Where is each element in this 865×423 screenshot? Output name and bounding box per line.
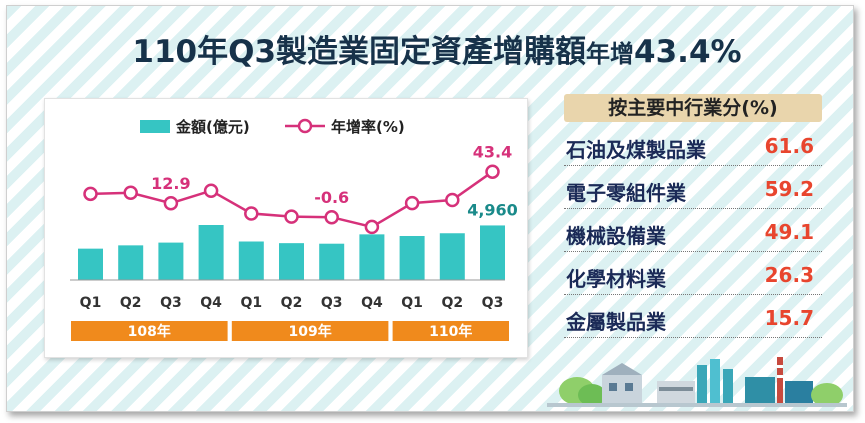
x-tick-label: Q1 [80,295,102,311]
bar [399,236,425,280]
line-point [284,209,299,224]
industry-table: 按主要中行業分(%) 石油及煤製品業 61.6 電子零組件業 59.2 機械設備… [552,86,834,351]
bar [319,243,345,280]
x-tick-label: Q2 [281,295,303,311]
industry-name: 電子零組件業 [566,181,686,205]
row-divider [564,294,822,295]
year-band [71,321,228,341]
x-tick-label: Q4 [200,295,222,311]
line-point [123,185,138,201]
line-point [83,186,98,202]
industry-value: 15.7 [764,306,814,330]
line-point [445,192,460,208]
factory-illustration [547,357,847,407]
title-value: 43.4% [634,34,742,70]
industry-value: 49.1 [764,220,814,244]
data-label: -0.6 [314,188,349,207]
bar-series [78,225,505,280]
line-point [364,219,380,235]
year-band [231,321,389,341]
bar [198,225,224,280]
row-divider [564,251,822,252]
industry-name: 金屬製品業 [566,310,666,334]
x-tick-label: Q4 [361,295,383,311]
legend-line-label: 年增率(%) [331,118,405,136]
page-title: 110年Q3製造業固定資產增購額年增43.4% [27,26,847,71]
industry-name: 機械設備業 [566,224,666,248]
bar [279,243,304,280]
table-row: 機械設備業 49.1 [564,216,822,252]
data-labels: 12.9 -0.6 43.4 4,960 [151,143,518,220]
year-label: 110年 [429,323,472,340]
bar [78,248,103,280]
industry-value: 59.2 [764,177,814,201]
industry-name: 化學材料業 [566,267,666,291]
data-label: 4,960 [467,200,518,219]
line-point [163,195,179,211]
x-tick-label: Q3 [482,295,504,311]
infographic-frame: 110年Q3製造業固定資產增購額年增43.4% 金額(億元) 年增率(%) 12.… [6,5,854,412]
line-point [203,183,219,198]
industry-value: 26.3 [764,263,814,287]
bar [158,242,184,280]
line-point [404,195,420,211]
table-header: 按主要中行業分(%) [564,94,822,122]
row-divider [564,208,822,209]
bar [439,233,465,280]
year-label: 108年 [128,323,171,340]
table-row: 金屬製品業 15.7 [564,302,822,338]
row-divider [564,165,822,166]
chart-card: 金額(億元) 年增率(%) 12.9 -0.6 43.4 4,960 Q1 Q2 Q3 Q4 Q… [44,98,528,358]
row-divider [564,337,822,338]
legend-line-marker [297,118,313,134]
year-groups: 108年 109年 110年 [71,321,509,341]
industry-name: 石油及煤製品業 [566,138,706,162]
bar [118,245,144,280]
title-mid: 年增 [586,40,635,68]
x-axis: Q1 Q2 Q3 Q4 Q1 Q2 Q3 Q4 Q1 Q2 Q3 [70,279,505,311]
legend-bar-label: 金額(億元) [175,118,250,136]
line-point [244,206,259,221]
x-tick-label: Q3 [321,295,343,311]
year-band [392,321,509,341]
x-tick-label: Q1 [401,295,423,311]
x-tick-label: Q3 [160,295,182,311]
table-row: 石油及煤製品業 61.6 [564,130,822,166]
combo-chart: 金額(億元) 年增率(%) 12.9-0.643.44,960 Q1 Q2 Q3 Q4 Q… [70,118,518,341]
bar [238,241,264,280]
line-point [324,209,339,225]
table-row: 電子零組件業 59.2 [564,173,822,209]
data-label: 12.9 [151,174,190,193]
x-tick-label: Q2 [441,295,463,311]
title-prefix: 110年Q3製造業固定資產增購額 [132,34,587,70]
line-point [485,164,500,179]
chart-legend: 金額(億元) 年增率(%) [140,118,405,136]
line-series [83,164,500,235]
x-tick-label: Q2 [120,295,142,311]
x-tick-label: Q1 [240,295,262,311]
bar [359,234,385,280]
table-row: 化學材料業 26.3 [564,259,822,295]
industry-value: 61.6 [764,134,814,158]
data-label: 43.4 [473,143,512,162]
bar [480,225,505,280]
year-label: 109年 [288,323,331,340]
legend-bar-swatch [140,120,170,133]
